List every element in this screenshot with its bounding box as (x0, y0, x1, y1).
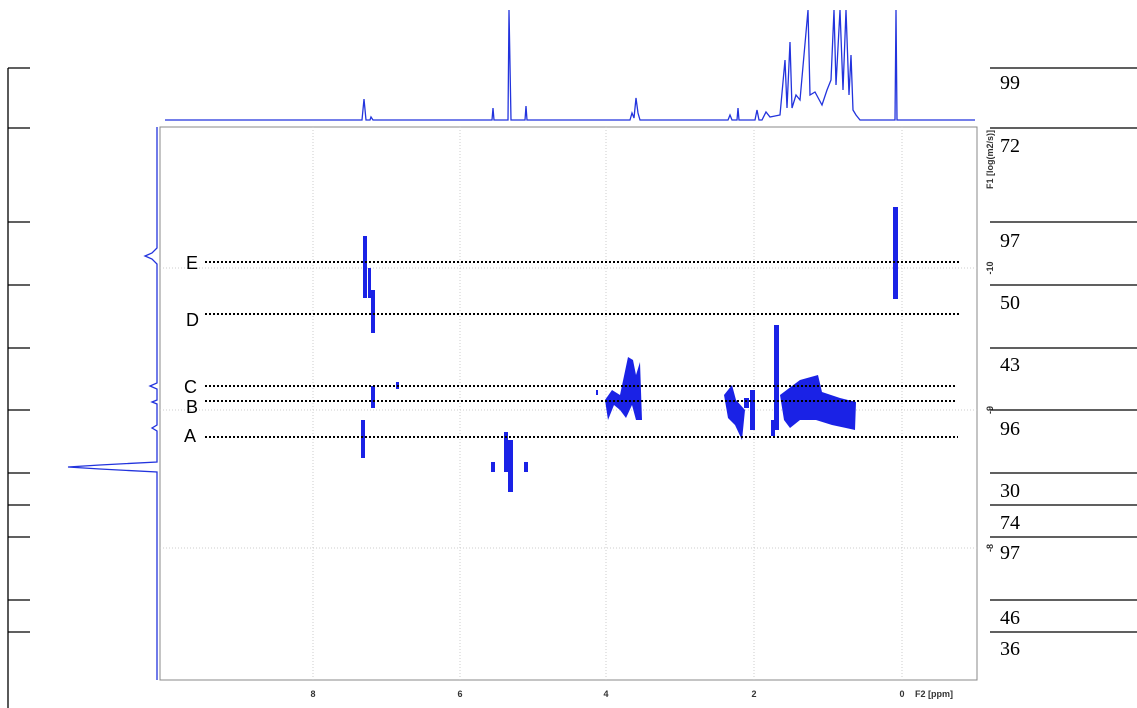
left-rules (7, 67, 30, 708)
peak (504, 432, 508, 472)
peak (363, 236, 367, 298)
y-axis-label: F1 [log(m2/s)] (985, 130, 995, 189)
side-numbers: 99 72 97 50 43 96 30 74 97 46 36 (1000, 72, 1020, 660)
x-tick-label: 4 (603, 689, 608, 699)
peak (605, 357, 642, 420)
f1-projection (67, 127, 158, 680)
x-tick-label: 8 (310, 689, 315, 699)
f2-projection (165, 9, 975, 121)
side-number: 74 (1000, 512, 1020, 534)
right-rules (990, 67, 1137, 633)
peak (750, 390, 755, 430)
peak (371, 290, 375, 333)
side-number: 30 (1000, 480, 1020, 502)
peaks (361, 207, 898, 492)
peak (893, 207, 898, 299)
side-number: 72 (1000, 135, 1020, 157)
peak (368, 268, 371, 298)
x-tick-label: 2 (751, 689, 756, 699)
peak (371, 386, 375, 408)
peak (724, 385, 745, 440)
side-number: 43 (1000, 354, 1020, 376)
line-label: B (186, 397, 198, 417)
x-tick-label: 6 (457, 689, 462, 699)
peak (361, 420, 365, 458)
side-number: 97 (1000, 230, 1020, 252)
peak (780, 375, 856, 430)
y-tick-label: -10 (985, 261, 995, 274)
line-label: E (186, 253, 198, 273)
y-tick-label: -8 (985, 544, 995, 552)
line-label: D (186, 310, 199, 330)
side-number: 46 (1000, 607, 1020, 629)
peak (744, 398, 749, 408)
x-axis-label: F2 [ppm] (915, 689, 953, 699)
side-number: 36 (1000, 638, 1020, 660)
side-number: 99 (1000, 72, 1020, 94)
peak (774, 325, 779, 430)
peak (508, 440, 513, 492)
side-number: 97 (1000, 542, 1020, 564)
x-tick-label: 0 (899, 689, 904, 699)
plot-frame (159, 126, 978, 681)
peak (596, 390, 598, 395)
line-label: C (184, 377, 197, 397)
side-number: 50 (1000, 292, 1020, 314)
peak (524, 462, 528, 472)
peak (491, 462, 495, 472)
peak (771, 420, 775, 436)
side-number: 96 (1000, 418, 1020, 440)
line-label: A (184, 426, 196, 446)
